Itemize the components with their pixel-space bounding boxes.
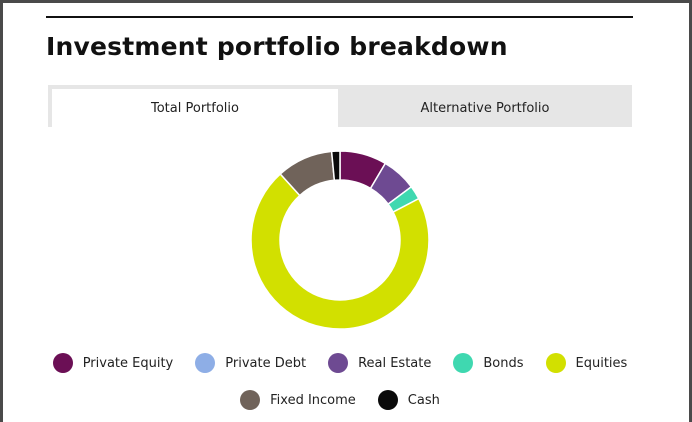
chart-legend: Private Equity Private Debt Real Estate Bon… <box>40 350 640 422</box>
legend-item-cash[interactable]: Cash <box>377 390 440 410</box>
legend-swatch-real-estate <box>328 353 349 373</box>
legend-swatch-private-equity <box>52 353 73 373</box>
tab-total-portfolio[interactable]: Total Portfolio <box>52 89 338 127</box>
legend-label-real-estate: Real Estate <box>358 355 432 371</box>
legend-swatch-private-debt <box>195 353 216 373</box>
legend-label-private-equity: Private Equity <box>82 355 174 371</box>
top-divider <box>46 16 633 18</box>
legend-label-cash: Cash <box>407 392 440 408</box>
legend-row: Fixed Income Cash <box>40 387 640 413</box>
legend-item-private-equity[interactable]: Private Equity <box>52 353 174 373</box>
page-title: Investment portfolio breakdown <box>46 32 508 61</box>
legend-label-equities: Equities <box>575 355 628 371</box>
legend-label-bonds: Bonds <box>483 355 524 371</box>
legend-label-private-debt: Private Debt <box>225 355 307 371</box>
legend-swatch-bonds <box>453 353 474 373</box>
legend-row: Private Equity Private Debt Real Estate Bon… <box>40 350 640 376</box>
slice-equities[interactable] <box>250 172 430 330</box>
tab-bar: Total Portfolio Alternative Portfolio <box>48 85 632 127</box>
legend-item-real-estate[interactable]: Real Estate <box>328 353 431 373</box>
legend-item-private-debt[interactable]: Private Debt <box>195 353 306 373</box>
donut-chart <box>240 140 440 340</box>
donut-chart-svg <box>250 150 430 330</box>
legend-label-fixed-income: Fixed Income <box>270 392 356 408</box>
legend-item-bonds[interactable]: Bonds <box>453 353 524 373</box>
legend-swatch-equities <box>545 353 566 373</box>
legend-swatch-fixed-income <box>240 390 261 410</box>
tab-alternative-portfolio[interactable]: Alternative Portfolio <box>420 100 550 116</box>
legend-item-equities[interactable]: Equities <box>545 353 628 373</box>
legend-item-fixed-income[interactable]: Fixed Income <box>240 390 356 410</box>
slice-cash[interactable] <box>330 150 341 182</box>
legend-swatch-cash <box>377 390 398 410</box>
